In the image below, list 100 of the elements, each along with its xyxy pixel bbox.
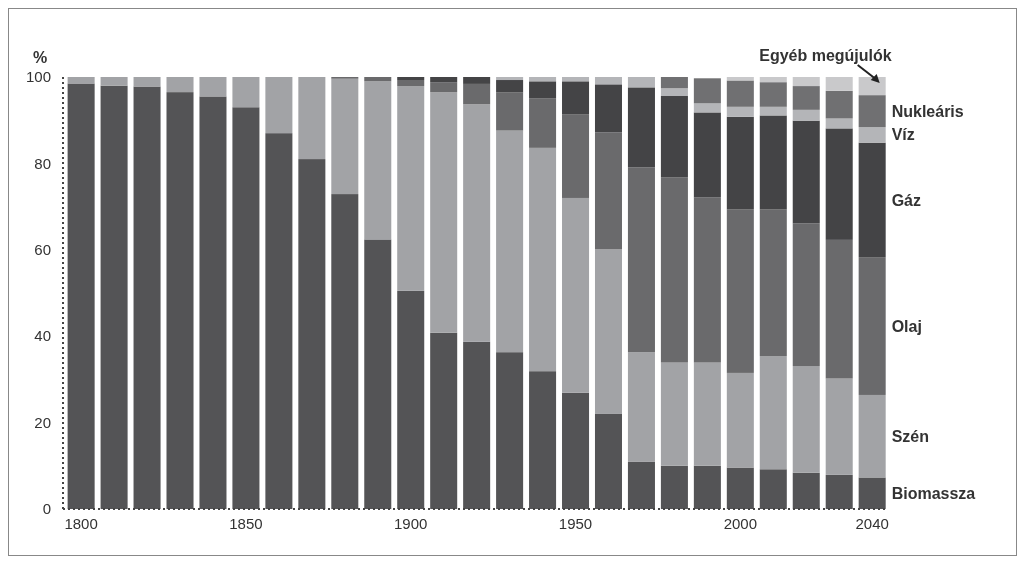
series-label: Biomassza: [891, 484, 976, 502]
bar: [397, 80, 425, 87]
bar: [496, 92, 524, 131]
bar: [562, 392, 590, 509]
bar: [858, 477, 886, 509]
bar: [199, 77, 227, 97]
bar: [627, 461, 655, 509]
bar: [792, 120, 820, 224]
series-label: Olaj: [891, 317, 922, 335]
bar: [562, 197, 590, 393]
bar: [529, 371, 557, 509]
bar: [660, 465, 688, 509]
bar: [594, 413, 622, 509]
bar: [792, 223, 820, 367]
bar: [825, 378, 853, 475]
bar: [627, 87, 655, 168]
bar: [627, 352, 655, 462]
bar: [693, 112, 721, 198]
bar: [858, 394, 886, 478]
bar: [594, 132, 622, 250]
bar: [562, 77, 590, 82]
bar: [463, 83, 491, 105]
bar: [562, 81, 590, 115]
bar: [858, 127, 886, 143]
y-tick-label: 40: [34, 327, 51, 345]
bar: [594, 249, 622, 414]
y-tick-label: 100: [25, 68, 51, 86]
bar: [825, 118, 853, 129]
bar: [463, 341, 491, 509]
bar: [792, 472, 820, 509]
bar: [627, 167, 655, 353]
bar: [430, 332, 458, 509]
bar: [562, 114, 590, 198]
series-label: Gáz: [891, 191, 922, 209]
x-tick-label: 1850: [229, 515, 263, 532]
bar: [133, 77, 161, 87]
bar: [265, 77, 293, 134]
bar: [627, 77, 655, 88]
bar: [100, 85, 128, 509]
bar: [759, 82, 787, 107]
bar: [759, 77, 787, 83]
y-tick-label: 0: [42, 500, 51, 518]
bar: [364, 239, 392, 509]
bar: [825, 474, 853, 509]
series-label: Szén: [891, 427, 930, 445]
bar: [496, 80, 524, 93]
bar: [792, 109, 820, 121]
x-tick-label: 2000: [723, 515, 758, 532]
bar: [67, 83, 95, 509]
bar: [364, 81, 392, 240]
bar: [529, 147, 557, 372]
bar: [693, 465, 721, 509]
bar: [660, 362, 688, 466]
series-label: Nukleáris: [891, 102, 964, 120]
bar: [660, 77, 688, 89]
bar: [726, 106, 754, 117]
bar: [660, 96, 688, 178]
bar: [726, 372, 754, 468]
bar: [496, 352, 524, 509]
x-tick-label: 2040: [855, 515, 889, 532]
bar: [825, 128, 853, 240]
bar: [67, 77, 95, 84]
bar: [693, 362, 721, 466]
bar: [265, 133, 293, 509]
bar: [496, 77, 524, 81]
bar: [100, 77, 128, 86]
bar: [594, 77, 622, 85]
bar: [660, 88, 688, 97]
bar: [858, 257, 886, 395]
x-tick-label: 1800: [64, 515, 98, 532]
x-tick-label: 1950: [558, 515, 593, 532]
bar: [430, 92, 458, 333]
y-axis-title: %: [33, 49, 48, 66]
bar: [298, 159, 326, 509]
x-tick-label: 1900: [394, 515, 428, 532]
bar: [397, 290, 425, 509]
bar: [759, 115, 787, 210]
bar: [364, 77, 392, 82]
series-label: Víz: [891, 126, 915, 144]
bar: [726, 80, 754, 107]
bar: [726, 116, 754, 210]
bar: [397, 77, 425, 81]
bar: [529, 98, 557, 148]
bar: [133, 86, 161, 509]
y-tick-label: 80: [34, 154, 51, 172]
bar: [166, 92, 194, 509]
bar: [858, 95, 886, 128]
bar: [199, 96, 227, 509]
bar: [298, 77, 326, 160]
bar: [759, 209, 787, 357]
bar: [792, 366, 820, 473]
bar: [232, 107, 260, 509]
bar: [825, 77, 853, 91]
bar: [430, 77, 458, 83]
bar: [331, 194, 359, 509]
bar: [726, 209, 754, 373]
bar: [825, 239, 853, 379]
bar: [792, 86, 820, 110]
bar: [693, 78, 721, 104]
bar: [397, 86, 425, 291]
